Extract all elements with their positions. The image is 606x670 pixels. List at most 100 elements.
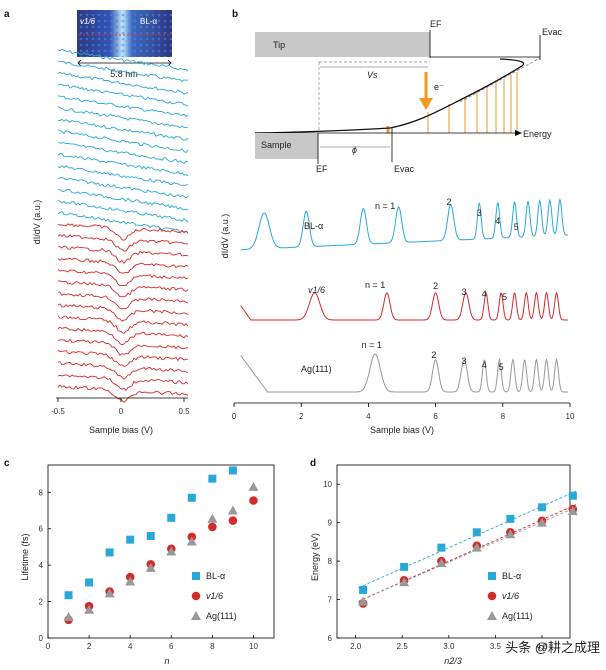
plot-frame	[47, 464, 275, 639]
panel-a-inset: v1/6 BL-α 5.8 nm	[77, 10, 172, 79]
x-tick-label: 4.0	[536, 642, 548, 651]
panel-a-spectrum-24	[57, 315, 189, 334]
y-tick-label: 0	[39, 634, 44, 643]
peak-label: 5	[514, 222, 519, 232]
peak-label: 5	[499, 362, 504, 372]
legend-marker	[487, 611, 497, 620]
panel-a-spectrum-5	[57, 95, 189, 118]
peak-label: 5	[502, 292, 507, 302]
panel-a-spectrum-11	[57, 164, 189, 186]
vs-label: Vs	[367, 70, 378, 80]
marker-square	[64, 591, 73, 600]
panel-b-xtick-label: 8	[501, 412, 506, 421]
panel-b-xtick-label: 6	[433, 412, 438, 421]
ef-bottom-label: EF	[316, 164, 328, 174]
peak-label: 2	[447, 197, 452, 207]
sample-block	[255, 133, 318, 159]
sample-label: Sample	[261, 140, 292, 150]
peak-label: n = 1	[365, 280, 385, 290]
panel-a-spectrum-10	[57, 153, 189, 177]
x-tick-label: 3.5	[490, 642, 502, 651]
panel-b-label: b	[232, 9, 238, 20]
panel-b-xtick-label: 4	[366, 412, 371, 421]
y-tick-label: 8	[39, 488, 44, 497]
panel-a-spectrum-2	[57, 60, 189, 83]
panel-b-xlabel: Sample bias (V)	[370, 425, 434, 435]
spectrum-name-v16: v1/6	[308, 285, 325, 295]
legend-label: BL-α	[502, 571, 521, 581]
peak-label: 4	[482, 289, 487, 299]
panel-b-spectrum-1	[240, 198, 568, 251]
panel-d-chart: 2.0 2.5 3.0 3.5 4.0 6 7 8 9 10 BL-α v1/6 Ag(111)	[323, 464, 578, 651]
panel-a-spectrum-9	[57, 142, 189, 165]
panel-a-spectrum-14	[57, 199, 189, 223]
y-tick-label: 2	[39, 598, 44, 607]
inset-label-v16: v1/6	[80, 17, 96, 26]
y-tick-label: 10	[323, 480, 332, 489]
panel-b-spectra	[240, 198, 568, 393]
y-tick-label: 4	[39, 561, 44, 570]
legend-marker	[191, 611, 201, 620]
marker-square	[105, 548, 114, 557]
marker-square	[167, 513, 176, 522]
panel-a-spectrum-28	[57, 361, 189, 380]
x-tick-label: 4	[128, 642, 133, 651]
marker-square	[472, 528, 481, 537]
marker-triangle	[125, 576, 136, 586]
peak-label: n = 1	[375, 201, 395, 211]
x-tick-label: 2.5	[397, 642, 409, 651]
scale-bar-label: 5.8 nm	[110, 69, 138, 79]
panel-a-xtick-label: -0.5	[51, 407, 65, 416]
y-tick-label: 7	[328, 596, 333, 605]
panel-a-spectrum-4	[57, 83, 189, 107]
x-tick-label: 10	[249, 642, 258, 651]
peak-label: 3	[462, 287, 467, 297]
marker-circle	[228, 516, 238, 525]
panel-b-xtick-label: 2	[299, 412, 304, 421]
panel-a-spectrum-13	[57, 188, 189, 211]
panel-c-ylabel: Lifetime (fs)	[20, 533, 30, 580]
marker-triangle	[505, 529, 516, 539]
panel-a-spectrum-30	[57, 384, 189, 403]
marker-square	[208, 474, 217, 483]
marker-triangle	[84, 604, 95, 614]
marker-triangle	[436, 558, 447, 568]
peak-label: 3	[462, 356, 467, 366]
plot-frame	[336, 464, 571, 639]
legend-marker	[487, 591, 497, 601]
panel-a-label: a	[4, 9, 10, 20]
marker-triangle	[537, 517, 548, 527]
panel-a-spectrum-18	[57, 245, 189, 264]
legend-marker	[191, 591, 201, 601]
x-tick-label: 2	[87, 642, 92, 651]
panel-a-spectrum-29	[57, 374, 189, 392]
marker-triangle	[399, 577, 410, 587]
watermark: 头条 @耕之成理	[505, 640, 600, 655]
x-tick-label: 8	[210, 642, 215, 651]
legend-label: BL-α	[206, 571, 225, 581]
marker-square	[506, 514, 515, 523]
evac-top-label: Evac	[542, 27, 563, 37]
y-tick-label: 8	[328, 557, 333, 566]
marker-circle	[208, 522, 217, 532]
marker-triangle	[227, 505, 238, 515]
panel-d-label: d	[310, 458, 316, 469]
panel-a-x-ticks: -0.5 0 0.5	[51, 398, 190, 416]
panel-a-spectrum-15	[57, 210, 189, 235]
panel-b-spectrum-3	[240, 353, 568, 393]
panel-a-spectrum-8	[57, 129, 189, 154]
peak-label: 2	[431, 350, 436, 360]
panel-a-spectrum-23	[57, 303, 189, 322]
marker-circle	[249, 496, 258, 505]
panel-d-ylabel: Energy (eV)	[310, 533, 320, 581]
phi-label: ϕ	[352, 145, 357, 155]
legend-marker	[192, 572, 200, 580]
panel-c-label: c	[4, 458, 10, 469]
panel-d-xlabel: n2/3	[444, 656, 462, 666]
marker-triangle	[145, 562, 156, 572]
panel-b-schematic: Tip EF Evac Vs e⁻ Energy Sample ϕ EF	[254, 19, 563, 174]
panel-c-xlabel: n	[164, 656, 169, 666]
panel-a-ylabel: dI/dV (a.u.)	[32, 200, 42, 245]
marker-triangle	[186, 536, 197, 546]
